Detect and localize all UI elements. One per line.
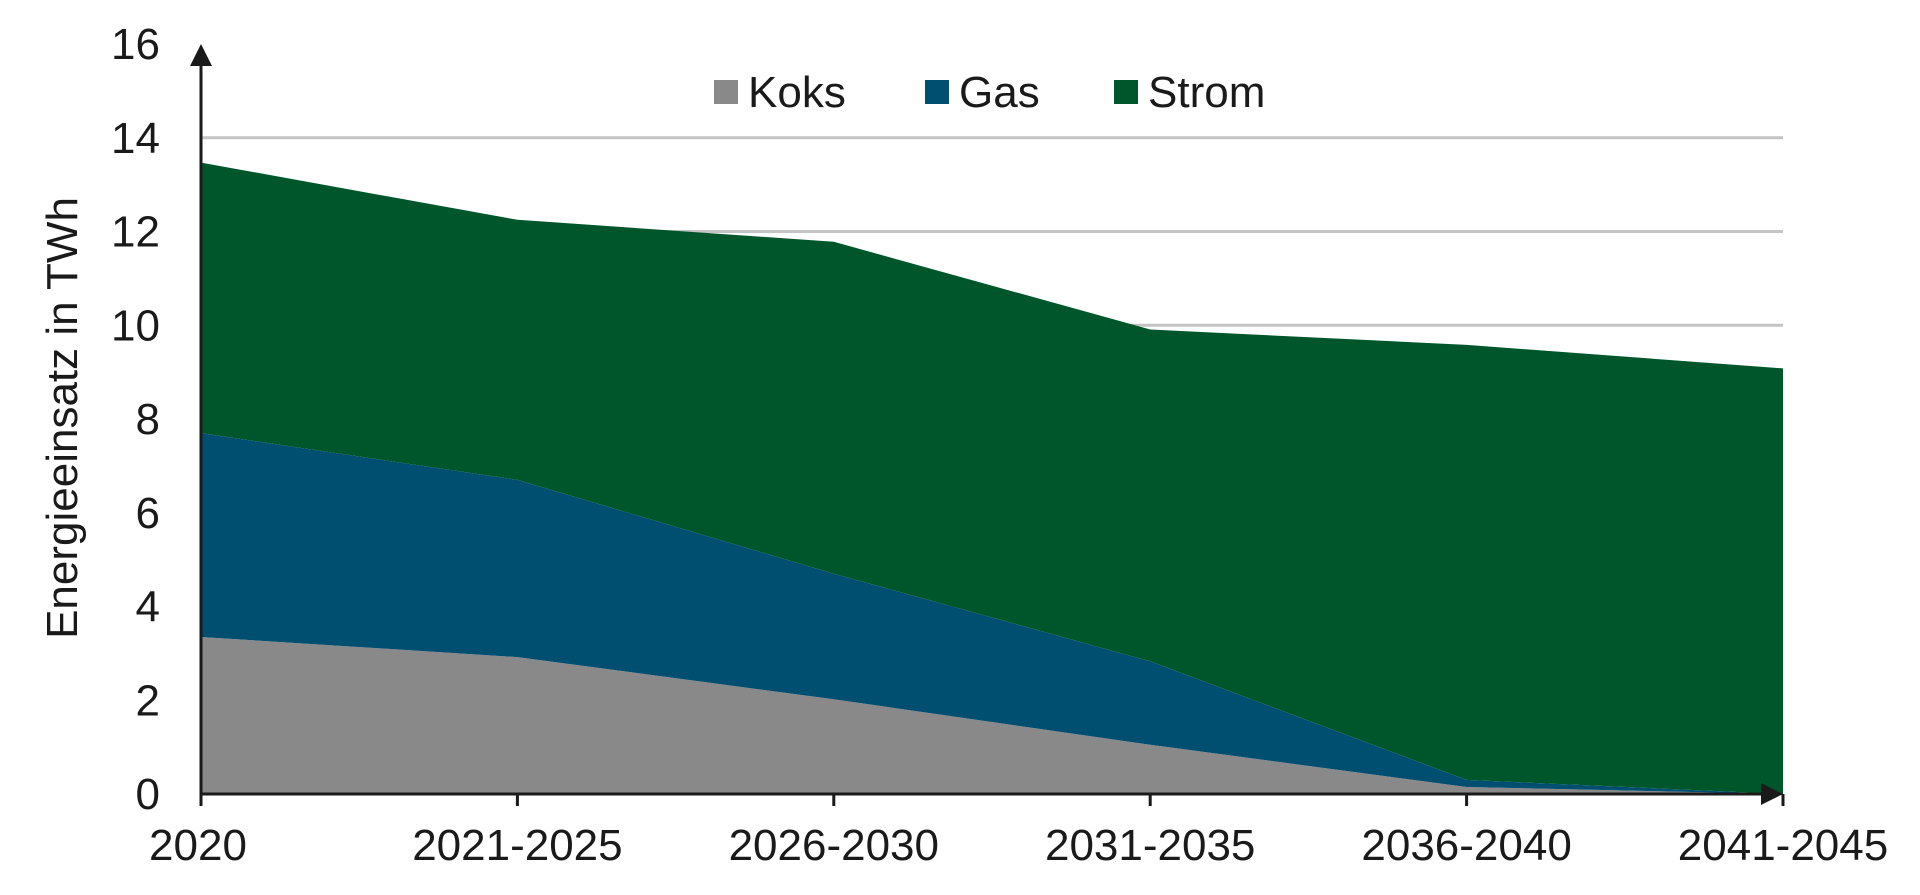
legend-item-strom: Strom	[1114, 68, 1265, 117]
legend: Koks Gas Strom	[714, 68, 1265, 117]
y-axis-title: Energieeinsatz in TWh	[38, 197, 87, 639]
y-tick-label: 6	[136, 489, 160, 538]
legend-label: Gas	[959, 68, 1040, 117]
y-tick-label: 10	[111, 301, 160, 350]
x-tick-labels: 2020 2021-2025 2026-2030 2031-2035 2036-2040…	[149, 821, 1888, 870]
y-tick-label: 16	[111, 20, 160, 69]
x-tick-label: 2020	[149, 821, 247, 870]
y-tick-label: 0	[136, 770, 160, 819]
x-axis-arrow	[1761, 783, 1783, 805]
axes	[190, 44, 1785, 806]
legend-swatch	[1114, 80, 1138, 104]
area-strom	[201, 162, 1783, 795]
legend-item-gas: Gas	[925, 68, 1040, 117]
y-tick-label: 2	[136, 676, 160, 725]
x-tick-label: 2026-2030	[729, 821, 939, 870]
legend-label: Strom	[1148, 68, 1265, 117]
legend-label: Koks	[748, 68, 846, 117]
y-tick-label: 8	[136, 395, 160, 444]
legend-swatch	[925, 80, 949, 104]
x-tick-label: 2021-2025	[412, 821, 622, 870]
y-axis-arrow	[190, 44, 212, 66]
x-tick-label: 2031-2035	[1045, 821, 1255, 870]
x-tick-label: 2036-2040	[1361, 821, 1571, 870]
x-tick-label: 2041-2045	[1678, 821, 1888, 870]
y-tick-label: 14	[111, 114, 160, 163]
y-tick-label: 4	[136, 583, 160, 632]
legend-swatch	[714, 80, 738, 104]
plot-areas	[201, 162, 1783, 795]
y-tick-labels: 0 2 4 6 8 10 12 14 16	[111, 20, 160, 819]
area-gas	[201, 433, 1783, 794]
legend-item-koks: Koks	[714, 68, 846, 117]
y-tick-label: 12	[111, 208, 160, 257]
area-koks	[201, 637, 1783, 794]
